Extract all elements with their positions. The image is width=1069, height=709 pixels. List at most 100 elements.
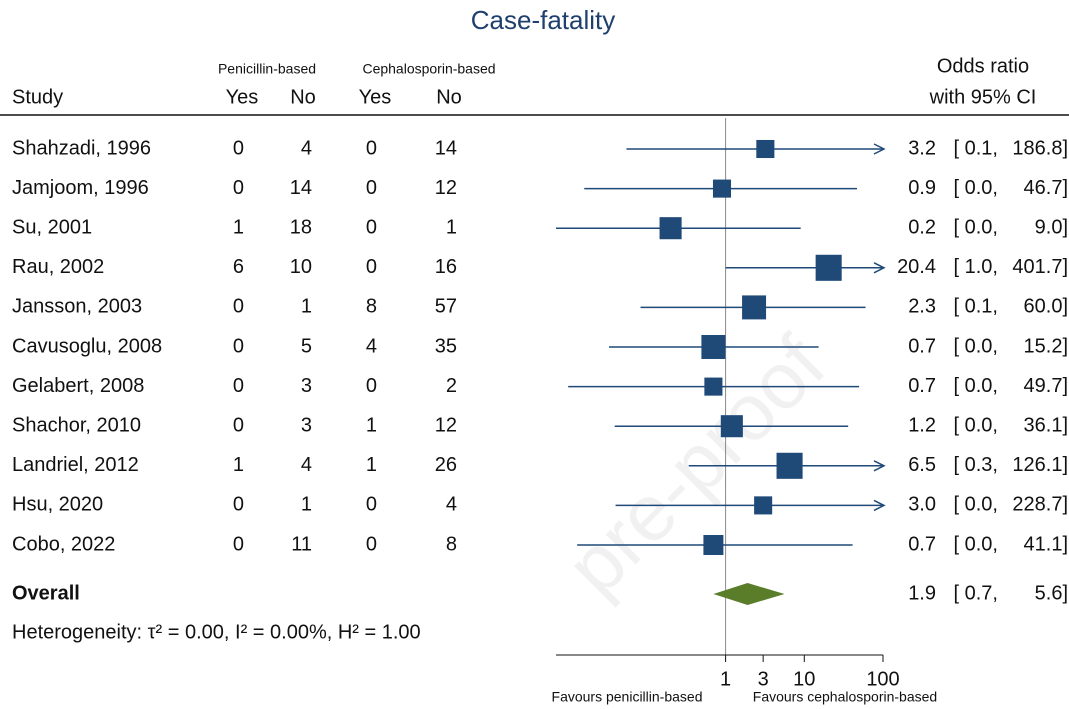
count: 10 [290,256,312,278]
ci-upper-label: 36.1] [1024,414,1068,436]
count: 4 [301,137,312,159]
ci-lower-label: [ 0.0, [954,335,998,357]
study-square [756,139,775,159]
study-square [701,335,726,359]
or-label: 0.7 [908,375,936,397]
count: 14 [435,137,457,159]
study-name: Rau, 2002 [12,256,104,278]
ci-arrow [873,262,886,274]
study-name: Cobo, 2022 [12,533,115,555]
study-square [754,496,773,515]
count: 0 [233,533,244,555]
count: 14 [290,177,312,199]
ci-upper-label: 9.0] [1035,216,1068,238]
or-label: 1.2 [908,414,936,436]
ci-upper-label: 5.6] [1035,582,1068,604]
study-square [776,452,803,479]
study-square [815,254,842,281]
count: 16 [435,256,457,278]
count: 0 [366,137,377,159]
ci-lower-label: [ 0.1, [954,296,998,318]
ci-upper-label: 186.8] [1012,137,1068,159]
ci-lower-label: [ 0.0, [954,177,998,199]
ci-upper-label: 60.0] [1024,296,1068,318]
ci-lower-label: [ 0.0, [954,533,998,555]
ci-lower-label: [ 0.0, [954,414,998,436]
count: 0 [366,256,377,278]
count: 18 [290,216,312,238]
count: 2 [446,375,457,397]
study-name: Hsu, 2020 [12,494,103,516]
x-tick-label: 3 [758,668,769,690]
count: 1 [301,296,312,318]
overall-diamond [713,583,785,605]
column-label: Yes [359,86,392,108]
or-label: 2.3 [908,296,936,318]
ci-arrow [873,499,886,512]
count: 8 [366,296,377,318]
ci-upper-label: 401.7] [1012,256,1068,278]
count: 0 [233,414,244,436]
x-tick-label: 100 [866,668,899,690]
count: 26 [435,454,457,476]
x-axis-label: Favours penicillin-based [552,689,703,705]
count: 5 [301,335,312,357]
study-square [703,535,724,555]
heterogeneity: Heterogeneity: τ² = 0.00, I² = 0.00%, H²… [12,621,421,643]
count: 0 [366,216,377,238]
count: 8 [446,533,457,555]
count: 1 [446,216,457,238]
group-label: Penicillin-based [218,61,316,77]
study-square [704,377,723,396]
ci-lower-label: [ 0.0, [954,494,998,516]
chart-title: Case-fatality [471,5,616,35]
count: 3 [301,414,312,436]
count: 0 [233,375,244,397]
count: 0 [233,177,244,199]
effect-label: Odds ratio [937,55,1029,77]
study-square [659,217,682,240]
study-name: Jamjoom, 1996 [12,177,149,199]
ci-lower-label: [ 1.0, [954,256,998,278]
ci-lower-label: [ 0.7, [954,582,998,604]
column-label: Study [12,86,63,108]
count: 0 [233,296,244,318]
count: 0 [233,335,244,357]
count: 1 [233,454,244,476]
count: 0 [366,177,377,199]
ci-lower-label: [ 0.0, [954,216,998,238]
count: 35 [435,335,457,357]
x-axis-label: Favours cephalosporin-based [753,689,937,705]
or-label: 3.0 [908,494,936,516]
or-label: 20.4 [897,256,936,278]
ci-upper-label: 228.7] [1012,494,1068,516]
study-name: Shahzadi, 1996 [12,137,151,159]
count: 57 [435,296,457,318]
or-label: 0.2 [908,216,936,238]
count: 0 [233,494,244,516]
ci-upper-label: 49.7] [1024,375,1068,397]
count: 4 [366,335,377,357]
column-label: No [290,86,316,108]
count: 1 [366,414,377,436]
overall-label: Overall [12,582,80,604]
count: 4 [446,494,457,516]
ci-lower-label: [ 0.0, [954,375,998,397]
or-label: 0.9 [908,177,936,199]
ci-upper-label: 46.7] [1024,177,1068,199]
ci-upper-label: 41.1] [1024,533,1068,555]
count: 12 [435,414,457,436]
or-label: 0.7 [908,335,936,357]
study-name: Cavusoglu, 2008 [12,335,162,357]
x-tick-label: 10 [793,668,815,690]
study-name: Shachor, 2010 [12,414,141,436]
column-label: Yes [226,86,259,108]
count: 0 [366,375,377,397]
count: 12 [435,177,457,199]
study-square [742,295,767,320]
count: 11 [291,533,312,555]
study-square [720,415,743,438]
or-label: 1.9 [908,582,936,604]
ci-upper-label: 126.1] [1012,454,1068,476]
